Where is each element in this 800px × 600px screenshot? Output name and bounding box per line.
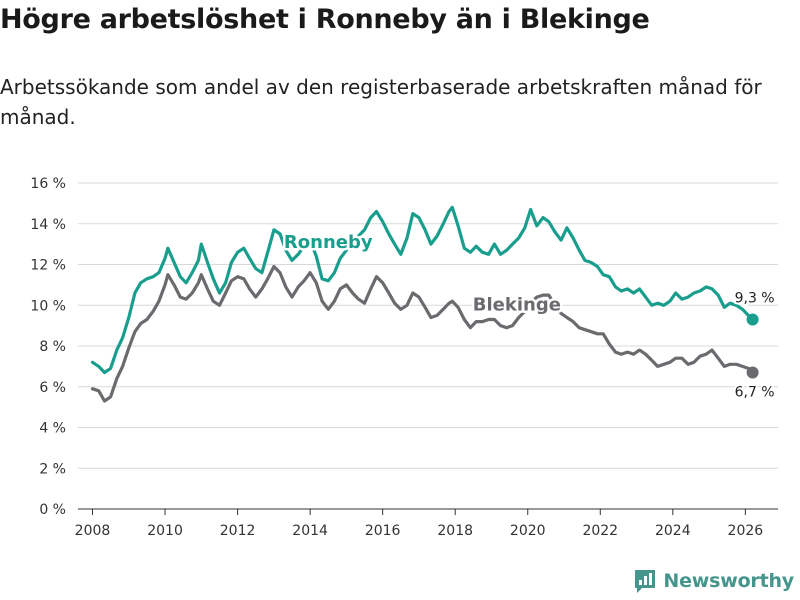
- series-label-ronneby: Ronneby: [284, 232, 373, 253]
- chart-subtitle: Arbetssökande som andel av den registerb…: [0, 75, 762, 129]
- x-tick-label: 2024: [655, 523, 691, 539]
- y-tick-label: 0 %: [39, 502, 66, 518]
- y-tick-label: 16 %: [30, 176, 66, 192]
- x-tick-label: 2018: [437, 523, 473, 539]
- end-label-ronneby: 9,3 %: [735, 291, 775, 307]
- brand-name: Newsworthy: [663, 570, 794, 592]
- x-tick-label: 2026: [728, 523, 764, 539]
- x-tick-label: 2012: [220, 523, 256, 539]
- series-line-ronneby: [90, 205, 755, 375]
- series-label-blekinge: Blekinge: [473, 294, 561, 315]
- y-tick-label: 2 %: [39, 461, 66, 477]
- grid-layer: [78, 182, 778, 469]
- x-tick-label: 2020: [510, 523, 546, 539]
- chart-title: Högre arbetslöshet i Ronneby än i Blekin…: [0, 4, 650, 35]
- axis-layer: 0 % 2 % 4 % 6 % 8 % 10 % 12 % 14 % 16 % 2008 2010 2…: [30, 176, 778, 539]
- newsworthy-logo: Newsworthy: [633, 568, 794, 594]
- end-label-blekinge: 6,7 %: [735, 384, 775, 400]
- end-point-blekinge: [746, 366, 759, 379]
- x-tick-label: 2008: [75, 523, 111, 539]
- y-tick-label: 10 %: [30, 298, 66, 314]
- x-tick-label: 2010: [147, 523, 183, 539]
- newsworthy-logo-icon: [635, 570, 656, 593]
- y-tick-label: 4 %: [39, 421, 66, 437]
- end-point-ronneby: [746, 313, 759, 326]
- label-layer: Ronneby Blekinge 9,3 % 6,7 %: [281, 230, 776, 403]
- y-tick-label: 6 %: [39, 380, 66, 396]
- y-tick-label: 14 %: [30, 217, 66, 233]
- series-line-blekinge: [90, 264, 755, 403]
- x-tick-label: 2022: [582, 523, 618, 539]
- series-layer: [90, 205, 759, 403]
- line-chart: 0 % 2 % 4 % 6 % 8 % 10 % 12 % 14 % 16 % 2008 2010 2…: [30, 176, 778, 539]
- x-tick-label: 2014: [292, 523, 328, 539]
- x-tick-label: 2016: [365, 523, 401, 539]
- y-tick-label: 12 %: [30, 258, 66, 274]
- y-tick-label: 8 %: [39, 339, 66, 355]
